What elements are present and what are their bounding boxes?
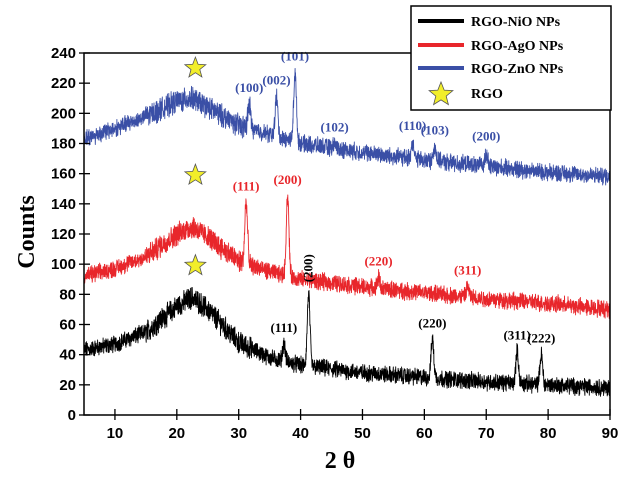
y-tick-label: 240	[51, 45, 76, 62]
peak-label: (102)	[321, 119, 349, 134]
rgo-star-icon	[183, 55, 207, 78]
legend-star-icon	[428, 80, 454, 106]
peak-label: (311)	[454, 263, 481, 278]
legend-label-rgo: RGO	[471, 87, 503, 102]
peak-label: (311)	[503, 328, 530, 343]
y-tick-label: 80	[59, 286, 76, 303]
y-tick-label: 20	[59, 377, 76, 394]
y-tick-label: 0	[68, 407, 76, 424]
x-tick-label: 90	[602, 425, 619, 442]
legend-label-ago: RGO-AgO NPs	[471, 39, 564, 54]
x-tick-label: 20	[168, 425, 185, 442]
peak-label: (200)	[301, 254, 316, 282]
x-tick-label: 10	[107, 425, 124, 442]
series-line-2	[83, 67, 611, 186]
y-tick-label: 220	[51, 75, 76, 92]
peak-label: (111)	[271, 320, 298, 335]
peak-label: (220)	[418, 316, 446, 331]
axis-layer: 0 20 40 60 80 100 120 140 160 180 200 220 240 10 20 30 4…	[51, 45, 618, 442]
legend: RGO-NiO NPs RGO-AgO NPs RGO-ZnO NPs RGO	[410, 5, 612, 111]
y-tick-label: 60	[59, 317, 76, 334]
series-line-0	[83, 287, 611, 397]
peak-label: (111)	[233, 178, 260, 193]
peak-label: (110)	[399, 118, 426, 133]
peak-label: (103)	[421, 122, 449, 137]
peak-label: (222)	[527, 331, 555, 346]
x-tick-label: 60	[416, 425, 433, 442]
peak-label: (101)	[281, 49, 309, 64]
legend-label-nio: RGO-NiO NPs	[471, 15, 561, 30]
y-tick-label: 160	[51, 166, 76, 183]
y-tick-label: 40	[59, 347, 76, 364]
legend-label-zno: RGO-ZnO NPs	[471, 62, 564, 77]
y-tick-label: 200	[51, 105, 76, 122]
x-tick-label: 80	[540, 425, 557, 442]
peak-label: (100)	[235, 80, 263, 95]
y-tick-label: 140	[51, 196, 76, 213]
peak-label: (220)	[364, 254, 392, 269]
x-axis-title: 2 θ	[325, 448, 356, 474]
rgo-star-icon	[183, 253, 207, 276]
y-tick-label: 120	[51, 226, 76, 243]
peak-label: (002)	[262, 73, 290, 88]
x-tick-label: 30	[230, 425, 247, 442]
rgo-star-icon	[183, 163, 207, 186]
series-line-1	[83, 194, 611, 319]
y-tick-label: 180	[51, 136, 76, 153]
x-tick-label: 50	[354, 425, 371, 442]
y-tick-label: 100	[51, 256, 76, 273]
peak-label: (200)	[274, 172, 302, 187]
x-tick-label: 40	[292, 425, 309, 442]
rgo-marker-layer	[183, 55, 207, 276]
peak-label: (200)	[472, 128, 500, 143]
x-tick-label: 70	[478, 425, 495, 442]
y-axis-title: Counts	[14, 195, 40, 268]
series-layer	[83, 67, 611, 397]
